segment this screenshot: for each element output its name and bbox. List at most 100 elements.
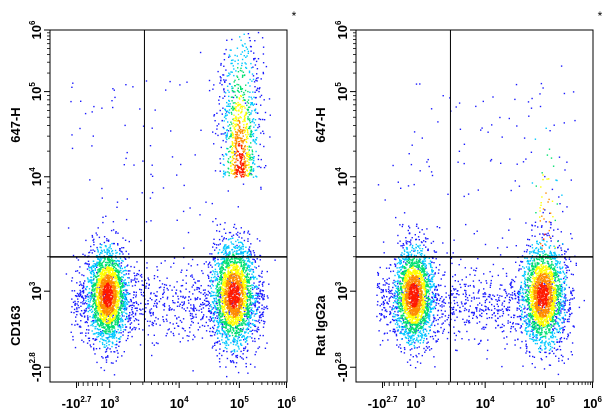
data-point (216, 286, 218, 288)
data-point (249, 85, 251, 87)
data-point (235, 272, 238, 274)
data-point (244, 293, 246, 296)
data-point (165, 284, 168, 286)
data-point (214, 300, 216, 303)
data-point (134, 279, 136, 281)
data-point (225, 263, 227, 265)
data-point (223, 88, 225, 90)
data-point (223, 259, 226, 261)
data-point (99, 272, 101, 274)
data-point (217, 252, 219, 255)
data-point (232, 353, 235, 355)
data-point (137, 273, 140, 276)
data-point (221, 328, 223, 330)
data-point (91, 265, 93, 268)
data-point (227, 161, 230, 164)
data-point (122, 320, 124, 323)
data-point (217, 70, 219, 73)
data-point (100, 268, 102, 271)
data-point (96, 264, 98, 266)
data-point (89, 344, 91, 346)
data-point (107, 315, 109, 317)
data-point (259, 275, 261, 278)
data-point (97, 297, 99, 299)
data-point (243, 33, 245, 35)
data-point (225, 118, 227, 120)
data-point (227, 121, 229, 123)
data-point (115, 304, 117, 307)
data-point (191, 286, 193, 288)
data-point (92, 325, 94, 327)
data-point (228, 74, 230, 77)
data-point (227, 160, 229, 162)
data-point (80, 293, 82, 295)
data-point (93, 244, 95, 246)
data-point (256, 176, 258, 178)
data-point (129, 304, 131, 307)
data-point (110, 333, 113, 336)
data-point (229, 250, 231, 253)
data-point (193, 278, 195, 280)
data-point (251, 73, 254, 75)
data-point (232, 143, 234, 145)
data-point (238, 91, 240, 93)
data-point (232, 132, 234, 135)
data-point (219, 308, 221, 311)
data-point (98, 302, 101, 304)
data-point (82, 285, 85, 287)
data-point (171, 156, 174, 158)
data-point (70, 331, 72, 333)
data-point (224, 280, 226, 283)
data-point (97, 299, 100, 302)
data-point (137, 280, 140, 283)
data-point (74, 346, 77, 349)
data-point (101, 279, 103, 282)
data-point (254, 303, 256, 305)
data-point (104, 264, 107, 266)
data-point (246, 260, 249, 262)
data-point (263, 294, 265, 296)
data-point (240, 318, 242, 320)
data-point (251, 273, 253, 275)
data-point (246, 267, 248, 269)
data-point (236, 271, 238, 273)
data-point (105, 337, 107, 339)
data-point (236, 96, 238, 99)
data-point (118, 332, 120, 334)
data-point (113, 351, 115, 353)
data-point (206, 304, 208, 306)
data-point (244, 281, 247, 283)
data-point (174, 315, 176, 317)
data-point (141, 192, 143, 194)
data-point (101, 263, 103, 265)
data-point (92, 306, 94, 309)
data-point (123, 315, 125, 317)
data-point (153, 275, 156, 277)
data-point (252, 312, 254, 315)
data-point (199, 298, 201, 300)
data-point (229, 321, 232, 323)
data-point (197, 280, 199, 282)
data-point (115, 306, 117, 308)
data-point (244, 117, 246, 119)
data-point (250, 170, 252, 172)
data-point (101, 342, 104, 344)
data-point (236, 110, 238, 112)
data-point (221, 276, 223, 278)
data-point (122, 270, 124, 273)
data-point (211, 273, 214, 276)
data-point (243, 279, 245, 281)
data-point (234, 259, 236, 262)
data-point (80, 301, 82, 304)
data-point (242, 243, 244, 246)
data-point (210, 281, 212, 283)
data-point (118, 318, 121, 320)
data-point (192, 321, 194, 324)
data-point (213, 115, 215, 117)
data-point (123, 295, 125, 297)
data-point (228, 276, 230, 278)
data-point (229, 266, 231, 269)
data-point (221, 306, 223, 309)
data-point (222, 272, 224, 275)
data-point (104, 261, 107, 264)
